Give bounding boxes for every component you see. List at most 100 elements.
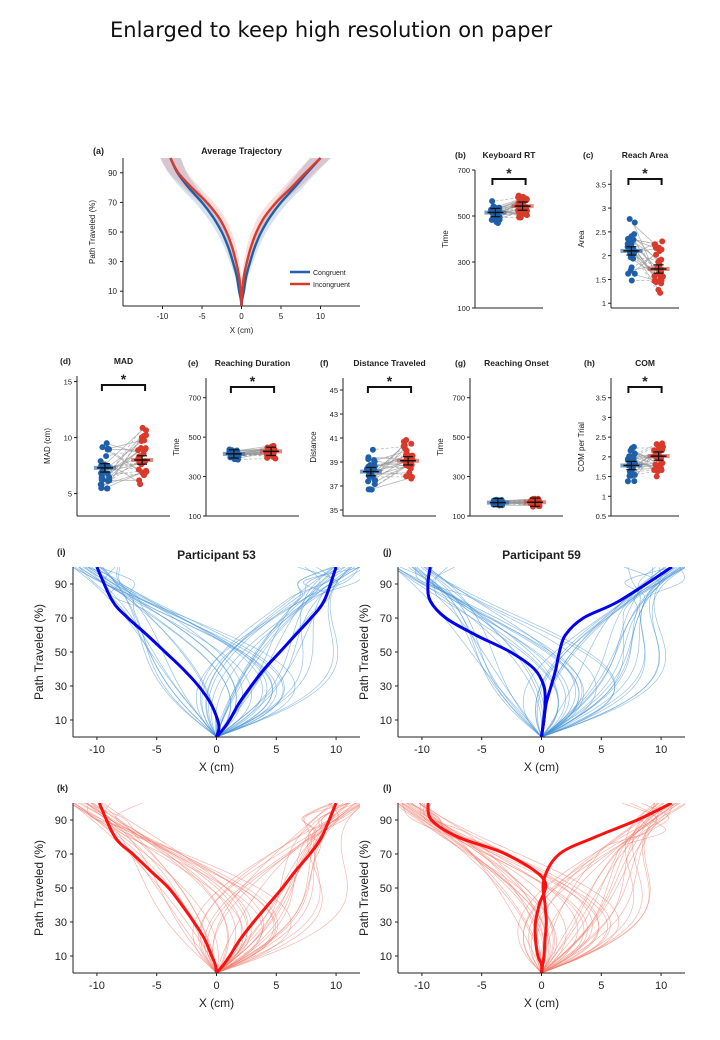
panel-k-xtick-label: -10 — [89, 980, 105, 992]
panel-a-xtick-label: 10 — [316, 312, 325, 321]
panel-d-ytick-label: 10 — [64, 434, 72, 443]
panel-k-thin-trajectory — [216, 803, 360, 973]
panel-f-ylabel: Distance — [309, 431, 318, 463]
panel-k-thin-trajectory — [86, 803, 243, 973]
panel-k-thin-trajectory — [102, 803, 249, 973]
panel-i-ylabel: Path Traveled (%) — [32, 604, 46, 700]
panel-d-point-congruent — [103, 453, 110, 460]
panel-d-pair-line — [104, 430, 143, 465]
legend-incongruent-label: Incongruent — [313, 282, 350, 289]
panel-k-thin-trajectory — [216, 803, 351, 973]
panel-i-ytick-label: 30 — [55, 681, 67, 693]
panel-h-ytick-label: 1.5 — [596, 473, 606, 482]
panel-i-thin-trajectory — [104, 567, 232, 737]
panel-f-point-incongruent — [407, 465, 414, 472]
panel-f-title: Distance Traveled — [353, 358, 425, 368]
panel-h-title: COM — [635, 358, 655, 368]
panel-l-thin-trajectory — [398, 803, 557, 973]
panel-d-pair-line — [104, 472, 143, 489]
panel-f-point-congruent — [372, 477, 379, 484]
panel-h-ytick-label: 0.5 — [596, 512, 606, 521]
panel-l-ytick-label: 30 — [380, 917, 392, 929]
panel-a-label: (a) — [93, 146, 104, 156]
panel-h-point-congruent — [624, 457, 631, 464]
panel-b-point-congruent — [496, 204, 503, 211]
panel-f-ytick-label: 45 — [330, 386, 338, 395]
panel-d-point-congruent — [99, 444, 106, 451]
panel-l-ytick-label: 90 — [380, 815, 392, 827]
panel-d-significance-bracket — [100, 384, 147, 391]
panel-k-thin-trajectory — [216, 803, 332, 973]
panel-l-thin-trajectory — [540, 803, 669, 973]
panel-h-ytick-label: 3.5 — [596, 394, 606, 403]
panel-i-thin-trajectory — [216, 567, 340, 737]
panel-c-point-congruent — [625, 235, 632, 242]
panel-i-thin-trajectory — [200, 567, 338, 737]
panel-c-point-congruent — [625, 270, 632, 277]
panel-j-ytick-label: 90 — [380, 579, 392, 591]
panel-f-point-congruent — [367, 461, 374, 468]
panel-c-point-congruent — [624, 240, 631, 247]
panel-d-point-incongruent — [141, 472, 148, 479]
panel-d-point-congruent — [104, 477, 111, 484]
panel-l-xtick-label: 5 — [598, 980, 604, 992]
panel-a-ylabel: Path Traveled (%) — [88, 200, 97, 264]
panel-b-label: (b) — [455, 150, 466, 160]
panel-j-thin-trajectory — [427, 567, 542, 737]
panel-k-thin-trajectory — [91, 803, 228, 973]
panel-g-ytick-label: 300 — [452, 473, 465, 482]
panel-d-point-congruent — [97, 458, 104, 465]
panel-k-ytick-label: 10 — [55, 951, 67, 963]
panel-k-thin-trajectory — [204, 803, 358, 973]
panel-j-thin-trajectory — [534, 567, 685, 737]
panel-f-pair-line — [370, 465, 409, 478]
panel-f-label: (f) — [320, 358, 329, 368]
panel-f-point-congruent — [365, 454, 372, 461]
panel-c-point-congruent — [631, 219, 638, 226]
panel-f-point-incongruent — [403, 473, 410, 480]
panel-k-ytick-label: 70 — [55, 849, 67, 861]
panel-e-point-incongruent — [268, 443, 275, 450]
panel-l-thin-trajectory — [418, 803, 542, 973]
panel-j-thin-trajectory — [398, 568, 583, 737]
panel-f-point-congruent — [371, 458, 378, 465]
panel-j-thin-trajectory — [541, 567, 667, 737]
panel-b-ylabel: Time — [441, 230, 450, 248]
panel-f-point-congruent — [367, 473, 374, 480]
panel-c-significance-bracket — [627, 178, 663, 185]
panel-i-thin-trajectory — [79, 567, 277, 737]
panel-i-xtick-label: 5 — [273, 744, 279, 756]
panel-j-thin-trajectory — [541, 567, 681, 737]
panel-i-thin-trajectory — [206, 567, 334, 737]
panel-b-significance-bracket — [491, 178, 527, 185]
panel-j-thin-trajectories — [398, 567, 685, 737]
panel-f-ytick-label: 35 — [330, 506, 338, 515]
panel-h-significance-bracket — [627, 386, 663, 393]
panel-j-thin-trajectory — [398, 570, 542, 737]
panel-j-thin-trajectory — [408, 567, 566, 737]
panel-j-thin-trajectory — [412, 567, 559, 737]
panel-k-thin-trajectory — [216, 803, 344, 973]
panel-i-thin-trajectory — [73, 567, 296, 737]
panel-h-point-congruent — [631, 471, 638, 478]
panel-k-thin-trajectory — [92, 803, 229, 973]
panel-d-point-congruent — [104, 485, 111, 492]
panel-c-point-congruent — [627, 254, 634, 261]
panel-i-thin-trajectory — [95, 567, 263, 737]
panel-j-xtick-label: 10 — [655, 744, 667, 756]
panel-k-thin-trajectory — [74, 803, 219, 973]
panel-d-title: MAD — [114, 356, 133, 366]
panel-l-thin-trajectory — [398, 805, 551, 973]
panel-c-ytick-label: 1 — [602, 299, 606, 308]
panel-a-series-incongruent — [169, 157, 243, 307]
panel-j-xtick-label: 5 — [598, 744, 604, 756]
panel-c-point-incongruent — [658, 246, 665, 253]
panel-g-ytick-label: 100 — [452, 512, 465, 521]
panel-f-point-incongruent — [408, 475, 415, 482]
panel-j-thin-trajectory — [536, 567, 662, 737]
panel-h-point-incongruent — [659, 444, 666, 451]
panel-b-point-congruent — [489, 198, 496, 205]
panel-l-thin-trajectory — [541, 803, 661, 973]
panel-c-pair-line — [631, 256, 659, 261]
